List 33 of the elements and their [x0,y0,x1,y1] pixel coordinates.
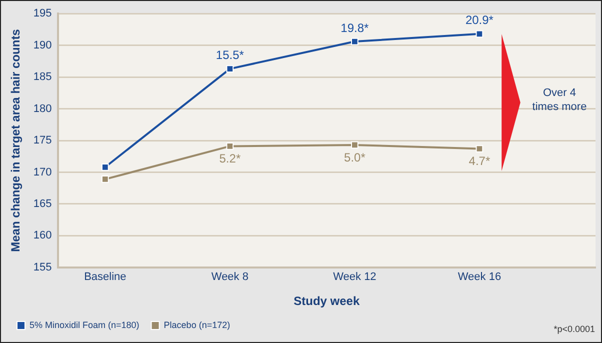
annotation: 19.8* [340,20,370,35]
point [351,38,358,46]
point [476,30,484,38]
annotation: 5.2* [219,152,241,166]
y-tick-label: 185 [33,71,52,84]
legend-label: 5% Minoxidil Foam (n=180) [30,320,140,330]
point [226,65,234,72]
y-tick-label: 160 [33,230,52,242]
y-axis-title: Mean change in target area hair counts [8,28,23,252]
y-tick-label: 180 [33,102,52,115]
y-tick-label: 175 [33,134,52,147]
annotation: 20.9* [465,13,494,28]
x-tick-label: Week 16 [458,271,502,284]
legend-label: Placebo (n=172) [164,320,230,330]
y-tick-label: 165 [33,198,52,210]
point [476,145,484,152]
annotation: Over 4 times more [532,86,587,113]
point [101,163,109,171]
x-tick-label: Baseline [84,271,126,284]
x-tick-label: Week 12 [333,271,376,284]
annotation: 4.7* [468,154,490,168]
annotation: 5.0* [344,150,366,164]
point [101,176,109,183]
y-tick-label: 155 [33,261,52,274]
point [226,142,234,150]
point [351,141,358,149]
annotation: 15.5* [216,48,244,62]
y-tick-label: 190 [33,39,52,52]
y-tick-label: 195 [33,8,52,20]
x-axis-title: Study week [294,294,360,308]
x-tick-label: Week 8 [211,271,248,284]
text: *p<0.0001 [554,324,595,334]
y-tick-label: 170 [33,166,52,178]
